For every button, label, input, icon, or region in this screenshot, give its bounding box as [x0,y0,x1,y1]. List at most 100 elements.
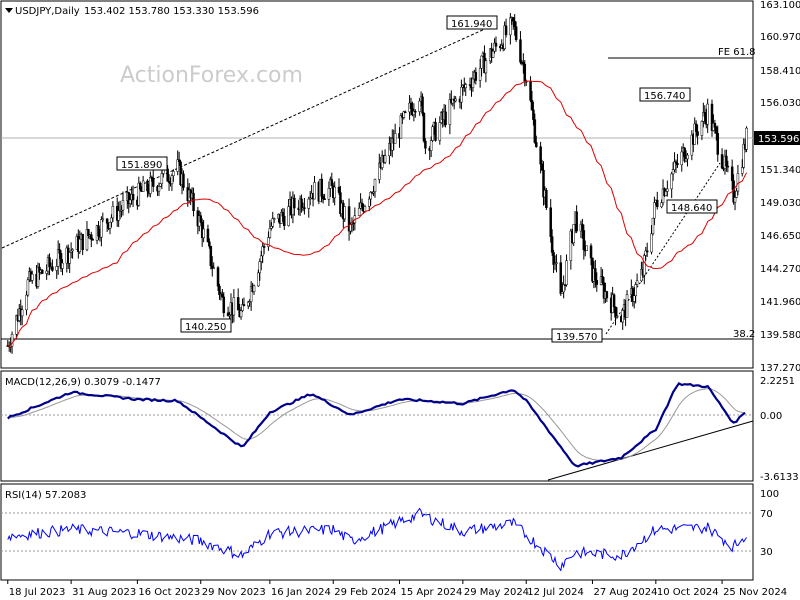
svg-text:140.250: 140.250 [185,322,226,333]
candle-body [222,296,226,314]
candle-body [726,165,730,168]
ohlc-label: 153.402 153.780 153.330 153.596 [84,6,259,17]
candle-body [542,169,545,198]
macd-panel-frame [0,370,754,482]
candle-body [307,198,311,209]
candle-body [594,268,597,281]
current-price-label: 153.596 [758,134,799,145]
candle-body [208,241,211,247]
candle-body [221,293,224,298]
candle-body [480,55,483,69]
candle-body [694,123,698,132]
candle-body [232,297,236,316]
price-tick: 156.030 [760,98,800,109]
candle-body [323,198,326,200]
candle-body [491,50,495,58]
candle-body [261,246,264,257]
candle-body [15,315,18,335]
candle-body [105,218,109,224]
macd-signal-line [7,388,746,461]
candle-body [634,284,637,296]
candle-body [519,39,522,63]
candle-body [327,188,331,200]
candle-body [402,111,406,118]
candle-body [45,270,48,274]
svg-text:139.570: 139.570 [556,332,597,343]
rsi-tick: 70 [760,509,773,520]
candle-body [660,202,663,208]
candle-body [97,225,100,237]
time-tick-label: 25 Nov 2024 [723,587,787,598]
candle-body [10,334,14,347]
current-price-box [754,131,800,145]
price-tick: 158.410 [760,66,800,77]
candle-body [671,169,675,175]
candle-body [424,140,427,149]
candle-body [117,210,120,221]
candle-body [512,17,515,22]
candle-body [90,234,93,240]
time-tick-label: 10 Oct 2024 [657,587,719,598]
candle-body [438,122,442,141]
candle-body [643,255,646,276]
candle-body [367,198,371,207]
annotation-140250: 140.250 [180,318,232,333]
rsi-tick: 30 [760,547,773,558]
candle-body [71,249,74,252]
candle-body [539,146,542,165]
candle-body [464,84,467,89]
candle-body [559,262,563,294]
candle-body [460,86,463,103]
candle-body [87,229,90,237]
candle-body [216,267,220,287]
candle-body [283,215,286,226]
macd-line [7,381,746,468]
candle-body [666,188,669,192]
candle-body [206,228,210,243]
candle-body [625,294,629,318]
candle-body [199,215,202,223]
retracement-382-label: 38.2 [733,329,755,340]
candle-body [429,140,433,151]
candle-body [41,269,44,274]
candle-body [550,236,554,253]
candle-body [170,175,174,185]
candle-body [146,180,149,192]
candle-body [484,60,488,74]
candle-body [202,228,205,239]
candle-body [369,191,372,200]
candle-body [595,280,599,285]
candle-body [48,257,51,268]
candle-body [108,221,112,229]
watermark: ActionForex.com [120,63,303,88]
candle-body [373,179,377,193]
candle-body [128,199,132,204]
candle-body [612,294,616,308]
candle-body [61,262,64,269]
candle-body [733,197,737,203]
candle-body [533,119,537,143]
candle-body [589,245,593,259]
candle-body [670,173,673,190]
candle-body [745,127,748,150]
price-tick: 137.270 [760,363,800,374]
svg-text:151.890: 151.890 [121,160,162,171]
candle-body [313,182,316,200]
candle-body [85,229,89,251]
candle-body [81,233,84,251]
candle-body [321,196,325,199]
candle-body [287,206,290,226]
candle-body [51,266,54,271]
candle-body [281,212,285,217]
rsi-line [7,507,747,572]
time-tick-label: 29 May 2024 [464,587,529,598]
candle-body [409,102,413,110]
price-axis: 163.100 160.970 158.410 156.030 151.340 … [754,0,800,374]
candle-body [192,192,195,212]
candle-body [454,98,457,102]
candle-body [513,20,516,27]
candle-body [715,127,718,134]
candle-body [676,163,679,166]
candle-body [172,171,175,176]
candle-body [159,183,162,187]
